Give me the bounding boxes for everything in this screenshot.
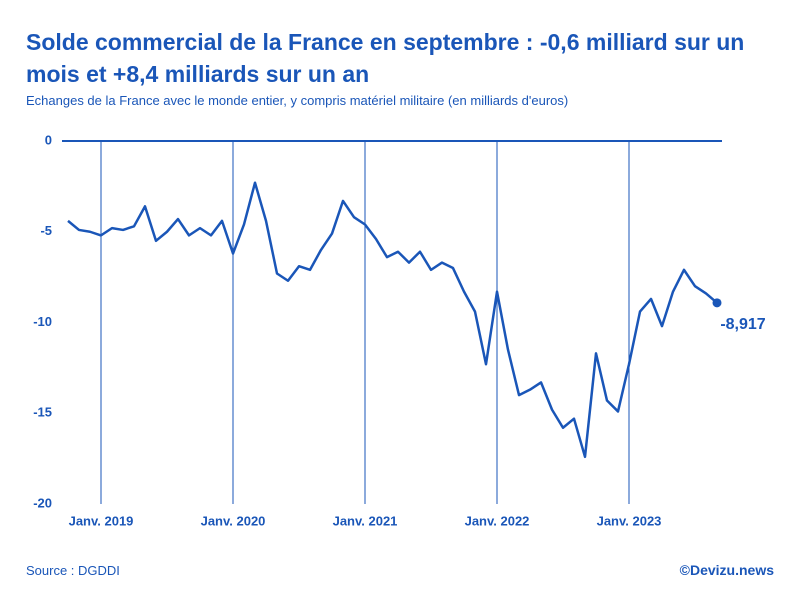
credit: ©Devizu.news: [679, 562, 774, 578]
y-tick-label: -20: [33, 495, 52, 510]
x-tick-label: Janv. 2019: [69, 513, 134, 528]
y-tick-label: -15: [33, 405, 52, 420]
x-tick-label: Janv. 2022: [465, 513, 530, 528]
x-tick-label: Janv. 2020: [201, 513, 266, 528]
y-tick-label: -10: [33, 314, 52, 329]
source: Source : DGDDI: [26, 563, 120, 578]
chart-subtitle: Echanges de la France avec le monde enti…: [26, 93, 569, 108]
end-point: [712, 298, 722, 308]
y-tick-label: 0: [45, 132, 52, 147]
chart-title: Solde commercial de la France en septemb…: [26, 29, 745, 87]
x-tick-label: Janv. 2021: [333, 513, 398, 528]
x-tick-label: Janv. 2023: [597, 513, 662, 528]
y-tick-label: -5: [40, 223, 52, 238]
line: [67, 181, 718, 459]
data-label: -8,917: [720, 316, 765, 333]
